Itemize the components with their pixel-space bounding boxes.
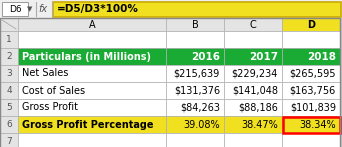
Bar (282, 31, 340, 48)
Text: $131,376: $131,376 (174, 86, 220, 96)
Text: A: A (89, 20, 95, 30)
Bar (166, 82, 224, 99)
Text: $229,234: $229,234 (232, 69, 278, 78)
Text: $265,595: $265,595 (289, 69, 336, 78)
Bar (0, 48, 18, 65)
Bar (18, 18, 166, 31)
Bar (224, 133, 282, 147)
Bar (224, 116, 282, 133)
Bar (224, 65, 282, 82)
Bar (18, 133, 166, 147)
Bar (0, 18, 18, 31)
Text: 7: 7 (6, 137, 12, 146)
Bar (18, 82, 166, 99)
Bar (0, 18, 340, 147)
Text: C: C (250, 20, 256, 30)
Bar (0, 82, 18, 99)
Bar (224, 82, 282, 99)
Text: 3: 3 (6, 69, 12, 78)
Bar (224, 31, 282, 48)
Text: 38.34%: 38.34% (299, 120, 336, 130)
Bar (18, 99, 166, 116)
Bar (166, 116, 224, 133)
Text: 39.08%: 39.08% (183, 120, 220, 130)
Text: Gross Profit Percentage: Gross Profit Percentage (22, 120, 154, 130)
Bar (166, 31, 224, 48)
Text: =D5/D3*100%: =D5/D3*100% (57, 4, 139, 14)
Bar (282, 133, 340, 147)
Bar (282, 99, 340, 116)
Bar (18, 31, 166, 48)
Text: $163,756: $163,756 (290, 86, 336, 96)
Bar (282, 18, 340, 31)
Text: 2018: 2018 (307, 51, 336, 61)
Bar (0, 31, 18, 48)
Bar (282, 117, 340, 132)
Text: $215,639: $215,639 (174, 69, 220, 78)
Bar (0, 116, 18, 133)
Bar (166, 48, 224, 65)
Text: $84,263: $84,263 (180, 102, 220, 112)
Bar (18, 48, 166, 65)
Text: 1: 1 (6, 35, 12, 44)
Bar (53, 2, 341, 17)
Bar (18, 116, 166, 133)
Bar (282, 116, 340, 133)
Text: Gross Profit: Gross Profit (22, 102, 78, 112)
Text: D6: D6 (9, 5, 21, 14)
Bar (0, 99, 18, 116)
Text: Net Sales: Net Sales (22, 69, 68, 78)
Text: D: D (307, 20, 315, 30)
Bar (166, 65, 224, 82)
Text: 38.47%: 38.47% (241, 120, 278, 130)
Bar (282, 82, 340, 99)
Text: 4: 4 (6, 86, 12, 95)
Bar (166, 99, 224, 116)
Bar (282, 65, 340, 82)
Text: 2016: 2016 (191, 51, 220, 61)
Text: fx: fx (38, 4, 48, 14)
Text: Particulars (in Millions): Particulars (in Millions) (22, 51, 151, 61)
Text: 5: 5 (6, 103, 12, 112)
Text: ▼: ▼ (27, 6, 33, 12)
Text: 2017: 2017 (249, 51, 278, 61)
Bar (166, 18, 224, 31)
Bar (224, 18, 282, 31)
Bar (166, 133, 224, 147)
Text: 2: 2 (6, 52, 12, 61)
Bar (2, 2, 28, 16)
Text: B: B (192, 20, 198, 30)
Bar (18, 65, 166, 82)
Text: Cost of Sales: Cost of Sales (22, 86, 85, 96)
Bar (0, 65, 18, 82)
Bar (0, 0, 342, 18)
Bar (224, 48, 282, 65)
Text: $88,186: $88,186 (238, 102, 278, 112)
Text: 6: 6 (6, 120, 12, 129)
Text: $101,839: $101,839 (290, 102, 336, 112)
Bar (224, 99, 282, 116)
Bar (282, 48, 340, 65)
Text: $141,048: $141,048 (232, 86, 278, 96)
Bar (0, 133, 18, 147)
